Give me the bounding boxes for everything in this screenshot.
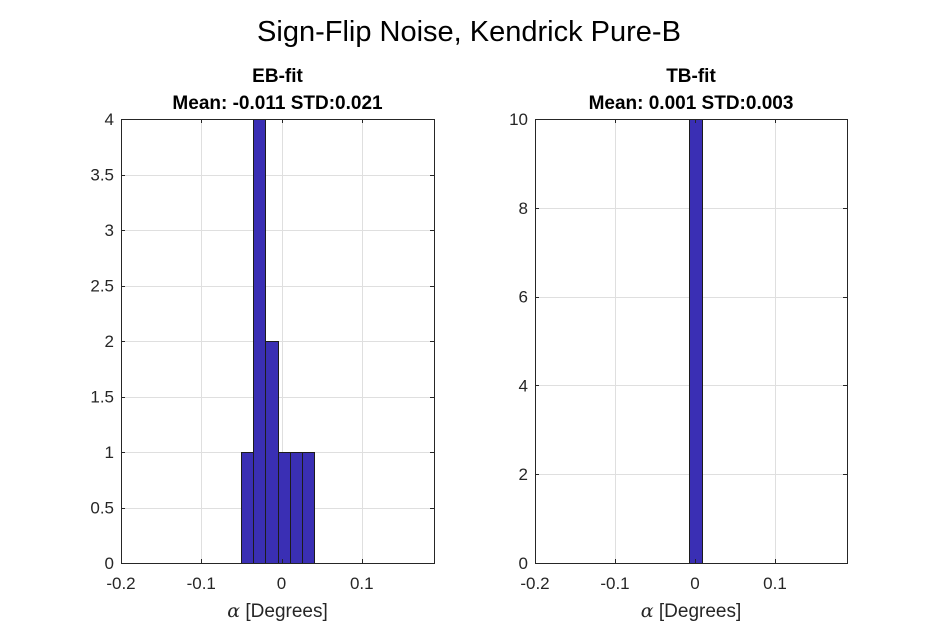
eb-fit-x-tick-label: 0.1 bbox=[350, 574, 374, 593]
tb-fit-y-tick-label: 8 bbox=[519, 199, 528, 218]
tb-fit-stats-title: Mean: 0.001 STD:0.003 bbox=[589, 93, 794, 114]
eb-fit-y-tick-label: 1 bbox=[105, 443, 114, 462]
eb-fit-histogram-bar bbox=[278, 452, 291, 564]
tb-fit-y-tick-label: 2 bbox=[519, 465, 528, 484]
eb-fit-x-tick-label: 0 bbox=[277, 574, 286, 593]
tb-fit-x-tick-label: 0.1 bbox=[763, 574, 787, 593]
tb-fit-axes-box bbox=[535, 119, 848, 564]
eb-fit-x-axis-label-symbol: α bbox=[227, 600, 240, 622]
eb-fit-y-tick-label: 0 bbox=[105, 554, 114, 573]
eb-fit-histogram-bar bbox=[241, 452, 254, 564]
tb-fit-x-axis-label-symbol: α bbox=[641, 600, 654, 622]
eb-fit-y-tick-label: 3.5 bbox=[90, 166, 114, 185]
eb-fit-histogram-bar bbox=[302, 452, 315, 564]
eb-fit-y-tick-label: 4 bbox=[105, 110, 114, 129]
tb-fit-x-tick-label: -0.2 bbox=[520, 574, 549, 593]
tb-fit-y-tick-label: 0 bbox=[519, 554, 528, 573]
tb-fit-title: TB-fit bbox=[666, 66, 716, 87]
eb-fit-y-tick-label: 0.5 bbox=[90, 499, 114, 518]
tb-fit-histogram-bar bbox=[689, 119, 703, 564]
tb-fit-y-tick-label: 4 bbox=[519, 376, 528, 395]
eb-fit-x-axis-label-text: [Degrees] bbox=[240, 601, 328, 622]
tb-fit-y-tick-label: 10 bbox=[509, 110, 528, 129]
eb-fit-histogram-bar bbox=[290, 452, 303, 564]
eb-fit-x-axis-label: α [Degrees] bbox=[227, 600, 328, 622]
eb-fit-y-tick-label: 2.5 bbox=[90, 277, 114, 296]
tb-fit-x-axis-label: α [Degrees] bbox=[641, 600, 742, 622]
eb-fit-y-tick-label: 3 bbox=[105, 221, 114, 240]
tb-fit-x-tick-label: -0.1 bbox=[600, 574, 629, 593]
eb-fit-title: EB-fit bbox=[252, 66, 303, 87]
tb-fit-histogram-panel: -0.2 -0.1 0 0.1 0 2 4 6 8 10 TB-fit Mean: 0.001 STD… bbox=[509, 66, 848, 622]
eb-fit-stats-title: Mean: -0.011 STD:0.021 bbox=[172, 93, 383, 114]
eb-fit-histogram-bar bbox=[265, 341, 279, 564]
tb-fit-x-tick-label: 0 bbox=[690, 574, 699, 593]
eb-fit-histogram-bar bbox=[253, 119, 266, 564]
tb-fit-y-tick-label: 6 bbox=[519, 288, 528, 307]
eb-fit-y-tick-label: 1.5 bbox=[90, 388, 114, 407]
eb-fit-x-tick-label: -0.1 bbox=[187, 574, 216, 593]
tb-fit-x-axis-label-text: [Degrees] bbox=[654, 601, 742, 622]
eb-fit-histogram-panel: -0.2 -0.1 0 0.1 0 0.5 1 1.5 2 2.5 3 3.5 4 EB-fit Mean:… bbox=[90, 66, 435, 622]
eb-fit-x-tick-label: -0.2 bbox=[106, 574, 135, 593]
figure-suptitle: Sign-Flip Noise, Kendrick Pure-B bbox=[257, 16, 681, 48]
eb-fit-y-tick-label: 2 bbox=[105, 332, 114, 351]
